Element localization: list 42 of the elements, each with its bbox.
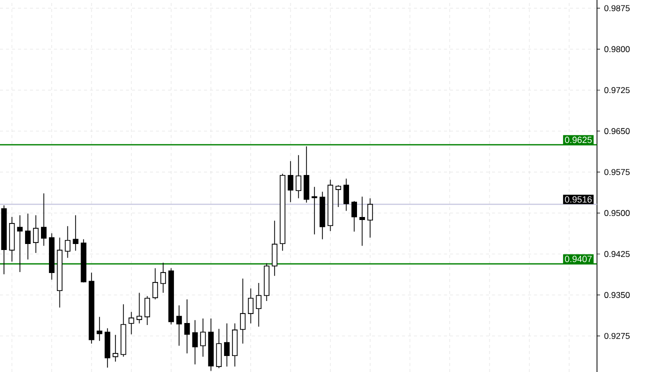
candlestick (144, 296, 150, 326)
candlestick (17, 214, 23, 272)
candlestick (240, 278, 246, 344)
candlestick (367, 198, 373, 238)
y-tick-label: 0.9650 (604, 128, 630, 134)
y-tick-label: 0.9500 (604, 210, 630, 216)
candlestick (192, 320, 198, 365)
candlestick (25, 213, 31, 260)
candlestick (216, 328, 222, 369)
candlestick (40, 192, 47, 246)
y-tick-label: 0.9350 (604, 292, 630, 298)
candlestick (184, 298, 190, 354)
y-tick-label: 0.9800 (604, 46, 630, 52)
candlestick (256, 282, 262, 328)
ref-line-label: 0.9516 (564, 196, 592, 203)
candlestick (72, 214, 78, 252)
y-tick-label: 0.9875 (604, 5, 630, 12)
candlestick (288, 160, 294, 203)
candlestick (136, 292, 142, 324)
candlestick (200, 318, 206, 358)
ref-line-label: 0.9407 (564, 256, 592, 262)
candlestick (152, 268, 158, 300)
candlestick (336, 184, 342, 208)
candlestick (272, 220, 278, 276)
candlestick (359, 196, 365, 246)
candlestick (248, 288, 254, 324)
candlestick (351, 200, 358, 232)
candlestick (128, 312, 134, 335)
candlestick (64, 226, 70, 258)
candlestick (224, 322, 230, 367)
y-tick-label: 0.9575 (604, 169, 630, 176)
candlestick (33, 214, 39, 254)
candlestick (160, 262, 166, 294)
y-tick-label: 0.9425 (604, 251, 630, 258)
ref-line-label: 0.9625 (564, 136, 592, 144)
candlestick (343, 178, 350, 212)
candlestick (112, 334, 118, 362)
candlestick (96, 316, 102, 342)
candlestick (296, 154, 302, 199)
candlestick (176, 304, 182, 346)
y-tick-label: 0.9725 (604, 87, 630, 94)
y-tick-label: 0.9275 (604, 332, 630, 339)
